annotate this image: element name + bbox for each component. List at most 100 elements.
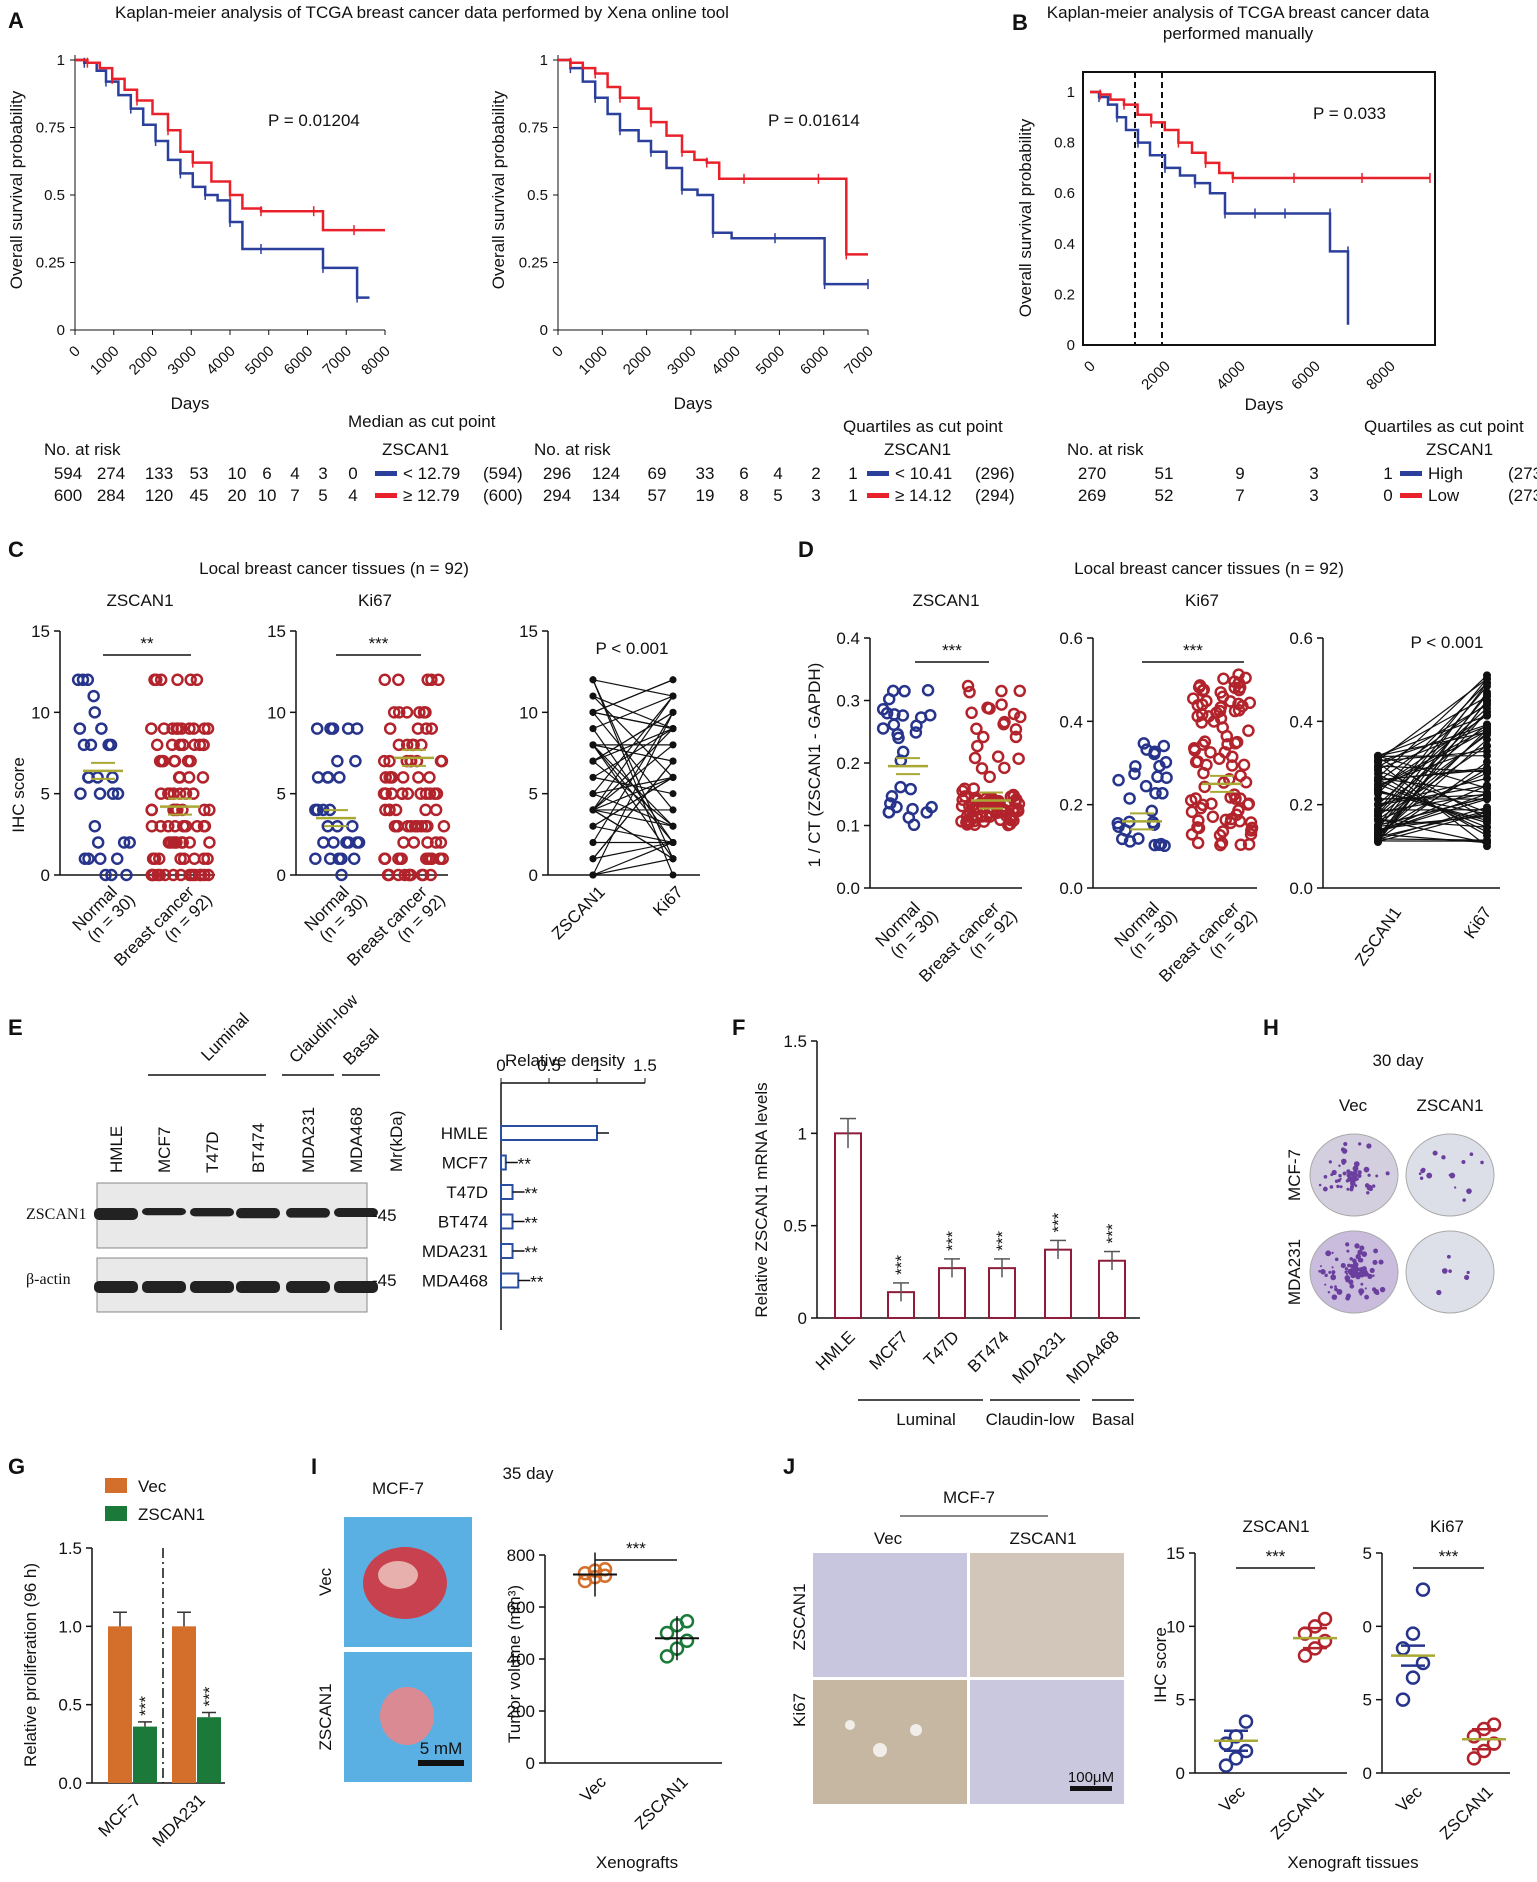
colony (1364, 1295, 1369, 1300)
j-row-zscan1: ZSCAN1 (790, 1583, 809, 1650)
f-bar (835, 1133, 861, 1318)
i-ytick-label: 0 (526, 1754, 535, 1773)
colony (1331, 1270, 1335, 1274)
f-bar (1045, 1250, 1071, 1318)
c-paired-point (670, 693, 677, 700)
panel-d-title: Local breast cancer tissues (n = 92) (1074, 559, 1344, 578)
g-ytick-label: 1.5 (58, 1539, 82, 1558)
j-zscan1-ytick-label: 0 (1176, 1764, 1185, 1783)
b-risk-value: 270 (1078, 464, 1106, 483)
a-left-risk-value: 45 (190, 486, 209, 505)
e-blot-actin: β-actin (26, 1271, 71, 1288)
colony (1325, 1250, 1331, 1256)
d-paired-ytick-label: 0.4 (1289, 712, 1313, 731)
d-zscan1-cancer-point (985, 772, 995, 782)
f-xtick-label: T47D (920, 1327, 963, 1370)
d-zscan1-normal-point (900, 686, 910, 696)
c-ki67-normal-point (347, 821, 357, 831)
j-ki67-title: Ki67 (1430, 1517, 1464, 1536)
f-sig: *** (943, 1231, 962, 1251)
i-sig: *** (626, 1539, 646, 1558)
c-zscan1-title: ZSCAN1 (106, 591, 173, 610)
e-mr-label: Mr(kDa) (387, 1111, 406, 1172)
d-ki67-cancer-point (1200, 737, 1210, 747)
scatter-d: 0.00.10.20.30.4***Normal(n = 30)Breast c… (836, 629, 1500, 986)
e-band-actin (94, 1281, 138, 1293)
colony (1338, 1164, 1340, 1166)
d-paired-point (1483, 701, 1491, 709)
d-paired-point (1483, 803, 1491, 811)
c-paired-ytick-label: 0 (529, 866, 538, 885)
km-plot-a-left: Overall survival probability Days P = 0.… (7, 52, 394, 413)
e-density-sig: ** (525, 1214, 539, 1233)
d-paired-point (1483, 720, 1491, 728)
d-paired-ytick-label: 0.6 (1289, 629, 1313, 648)
b-legend-label: Low (1428, 486, 1460, 505)
a-left-risk-value: 0 (348, 464, 357, 483)
e-band-actin (142, 1281, 186, 1293)
j-zscan1-point (1319, 1613, 1331, 1625)
b-risk-label: No. at risk (1067, 440, 1144, 459)
colony (1334, 1285, 1337, 1288)
colony (1332, 1294, 1338, 1300)
i-ytick-label: 600 (507, 1598, 535, 1617)
c-zscan1-normal-point (95, 854, 105, 864)
colony (1349, 1257, 1353, 1261)
colony (1328, 1271, 1331, 1274)
f-ytick-label: 0 (798, 1309, 807, 1328)
d-ki67-cancer-point (1214, 754, 1224, 764)
colony (1350, 1264, 1354, 1268)
e-lane-label: T47D (203, 1131, 222, 1173)
b-ytick-label: 0 (1067, 337, 1075, 354)
c-ki67-normal-point (334, 772, 344, 782)
d-ki67-cancer-point (1208, 812, 1218, 822)
a-right-xtick-label: 6000 (797, 343, 833, 379)
c-ki67-cancer-point (431, 805, 441, 815)
b-legend-swatch (1400, 493, 1422, 498)
f-xtick-label: MCF7 (866, 1327, 912, 1373)
colony (1436, 1290, 1441, 1295)
c-zscan1-cancer-point (204, 837, 214, 847)
colony (1348, 1279, 1353, 1284)
c-zscan1-normal-point (75, 789, 85, 799)
c-zscan1-cancer-point (152, 740, 162, 750)
c-zscan1-cancer-point (147, 805, 157, 815)
c-ki67-title: Ki67 (358, 591, 392, 610)
panel-c-title: Local breast cancer tissues (n = 92) (199, 559, 469, 578)
f-sig: *** (993, 1231, 1012, 1251)
colony (1367, 1174, 1370, 1177)
f-ytick-label: 1.5 (783, 1032, 807, 1051)
colony (1369, 1187, 1373, 1191)
c-ki67-sig: *** (369, 634, 389, 653)
a-left-risk-value: 10 (258, 486, 277, 505)
e-density-xtick-label: 0 (496, 1056, 505, 1075)
b-risk-value: 51 (1155, 464, 1174, 483)
a-left-risk-value: 284 (97, 486, 125, 505)
colony (1466, 1188, 1472, 1194)
colony (1370, 1268, 1375, 1273)
a-right-legend-swatch (867, 471, 889, 476)
c-paired-xtick: Ki67 (649, 882, 686, 919)
c-paired-point (590, 872, 597, 879)
c-paired-point (590, 855, 597, 862)
colony (1346, 1179, 1349, 1182)
c-paired-point (590, 741, 597, 748)
d-zscan1-ytick-label: 0.2 (836, 754, 860, 773)
i-ytick-label: 200 (507, 1702, 535, 1721)
a-right-ytick-label: 0.5 (527, 187, 548, 204)
colony (1454, 1186, 1456, 1188)
j-scale: 100μM (1068, 1769, 1114, 1786)
a-left-risk-value: 274 (97, 464, 125, 483)
panel-d-label: D (798, 537, 814, 562)
a-right-legend-count: (294) (975, 486, 1015, 505)
b-risk-value: 52 (1155, 486, 1174, 505)
j-ki67-point (1407, 1628, 1419, 1640)
a-right-xtick-label: 5000 (753, 343, 789, 379)
c-ki67-cancer-point (421, 805, 431, 815)
c-paired-point (670, 709, 677, 716)
d-paired-point (1374, 783, 1382, 791)
b-risk-value: 269 (1078, 486, 1106, 505)
